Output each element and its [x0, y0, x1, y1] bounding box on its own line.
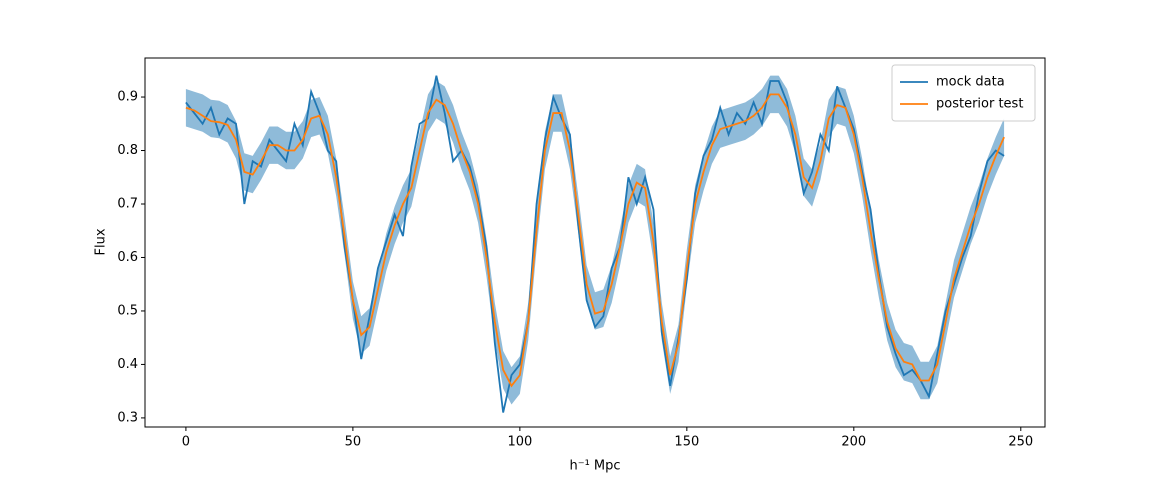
x-tick-label: 100 [507, 435, 532, 450]
x-axis-label: h⁻¹ Mpc [569, 459, 620, 474]
x-tick-label: 150 [674, 435, 699, 450]
y-tick-label: 0.6 [117, 250, 138, 265]
y-tick-label: 0.4 [117, 357, 138, 372]
y-tick-label: 0.5 [117, 303, 138, 318]
y-tick-label: 0.9 [117, 90, 138, 105]
x-tick-label: 250 [1008, 435, 1033, 450]
x-tick-label: 0 [182, 435, 190, 450]
legend-label: mock data [936, 75, 1005, 90]
y-tick-label: 0.7 [117, 196, 138, 211]
plot-frame [144, 57, 1046, 428]
x-tick-label: 50 [345, 435, 362, 450]
y-tick-label: 0.8 [117, 143, 138, 158]
data-line [185, 93, 1005, 388]
y-axis-label: Flux [94, 228, 109, 255]
legend: mock data posterior test [891, 64, 1036, 122]
y-tick-label: 0.3 [117, 410, 138, 425]
legend-box [891, 64, 1036, 122]
legend-label: posterior test [936, 97, 1023, 112]
x-tick-label: 200 [841, 435, 866, 450]
data-line [185, 75, 1005, 413]
